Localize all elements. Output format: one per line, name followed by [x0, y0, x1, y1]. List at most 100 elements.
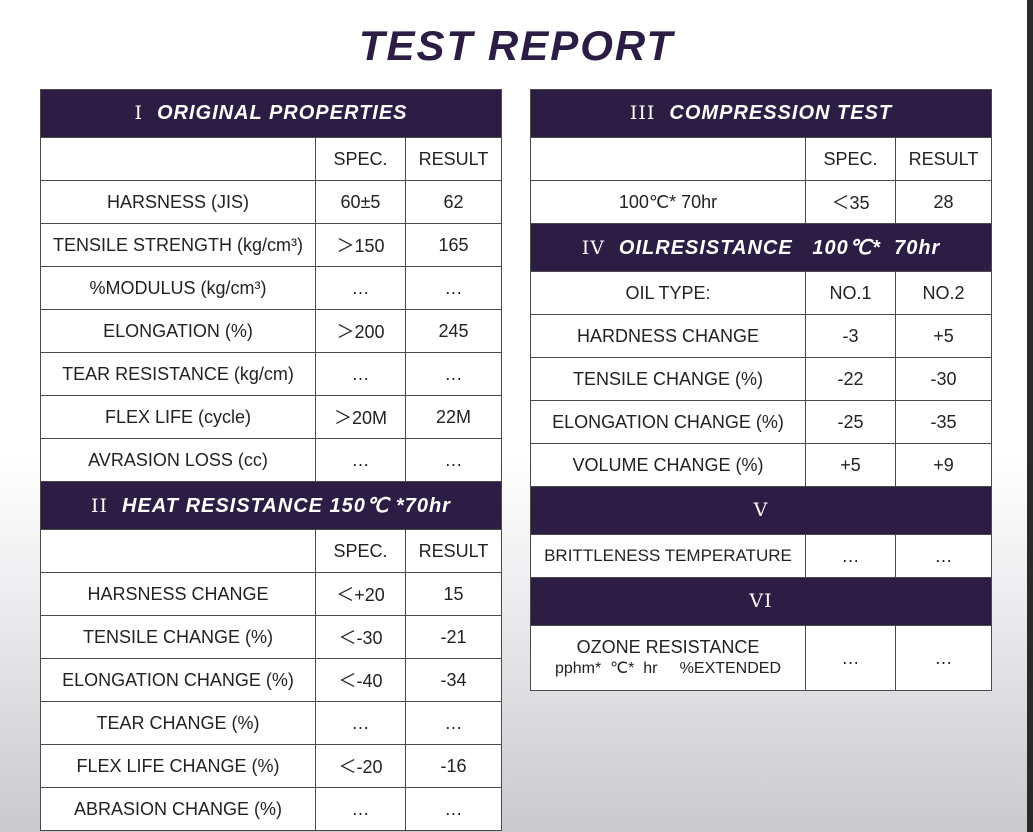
result-header: RESULT	[404, 137, 503, 181]
section-header-compression-test: III COMPRESSION TEST	[529, 89, 993, 138]
section-title: HEAT RESISTANCE 150℃ *70hr	[122, 495, 451, 517]
row-value-1: …	[315, 701, 406, 745]
ozone-row: OZONE RESISTANCE pphm* ℃* hr %EXTENDED ……	[530, 625, 993, 691]
row-value-2: …	[404, 701, 503, 745]
column-header-row: SPEC. RESULT	[40, 137, 503, 181]
row-label: VOLUME CHANGE (%)	[530, 443, 806, 487]
row-value-2: 28	[894, 180, 993, 224]
column-header-row: SPEC. RESULT	[40, 529, 503, 573]
spec-header: SPEC.	[315, 137, 406, 181]
brittleness-label: BRITTLENESS TEMPERATURE	[530, 534, 806, 578]
row-value-2: …	[404, 787, 503, 831]
row-value-1: +5	[805, 443, 896, 487]
section-numeral: I	[134, 102, 143, 124]
row-value-2: -16	[404, 744, 503, 788]
row-value-1: …	[315, 787, 406, 831]
row-label: 100℃* 70hr	[530, 180, 806, 224]
table-row: TENSILE STRENGTH (kg/cm³) ＞150 165	[40, 223, 503, 267]
row-value-1: ＞200	[315, 309, 406, 353]
row-value-1: ＜35	[805, 180, 896, 224]
section-numeral: III	[629, 102, 656, 124]
row-label: ELONGATION CHANGE (%)	[530, 400, 806, 444]
row-value-2: 22M	[404, 395, 503, 439]
section-numeral: IV	[581, 237, 605, 259]
row-value-2: +5	[894, 314, 993, 358]
row-value-2: 15	[404, 572, 503, 616]
oil-no1-header: NO.1	[805, 271, 896, 315]
section-header-oil-resistance: IV OILRESISTANCE 100℃* 70hr	[529, 223, 993, 272]
ozone-no2: …	[894, 625, 993, 691]
table-row: FLEX LIFE CHANGE (%) ＜-20 -16	[40, 744, 503, 788]
row-value-2: -35	[894, 400, 993, 444]
table-row: TENSILE CHANGE (%) -22 -30	[530, 357, 993, 401]
table-row: 100℃* 70hr ＜35 28	[530, 180, 993, 224]
brittleness-no1: …	[805, 534, 896, 578]
column-header-row: SPEC. RESULT	[530, 137, 993, 181]
row-label: %MODULUS (kg/cm³)	[40, 266, 316, 310]
row-value-2: 165	[404, 223, 503, 267]
section-header-original-properties: I ORIGINAL PROPERTIES	[39, 89, 503, 138]
row-value-1: -3	[805, 314, 896, 358]
row-label: HARSNESS (JIS)	[40, 180, 316, 224]
section-title: ORIGINAL PROPERTIES	[157, 102, 408, 124]
oil-type-label: OIL TYPE:	[530, 271, 806, 315]
row-label: ELONGATION CHANGE (%)	[40, 658, 316, 702]
row-value-1: ＜+20	[315, 572, 406, 616]
row-value-2: …	[404, 438, 503, 482]
section-header-vi: VI	[529, 577, 993, 626]
row-value-1: …	[315, 352, 406, 396]
ozone-no1: …	[805, 625, 896, 691]
oil-resistance-rows: HARDNESS CHANGE -3 +5 TENSILE CHANGE (%) -22…	[530, 314, 993, 487]
row-label: ABRASION CHANGE (%)	[40, 787, 316, 831]
row-label: TENSILE STRENGTH (kg/cm³)	[40, 223, 316, 267]
table-row: TENSILE CHANGE (%) ＜-30 -21	[40, 615, 503, 659]
table-row: HARDNESS CHANGE -3 +5	[530, 314, 993, 358]
row-label: TEAR CHANGE (%)	[40, 701, 316, 745]
row-value-1: -25	[805, 400, 896, 444]
ozone-label-line2: pphm* ℃* hr %EXTENDED	[554, 660, 782, 677]
row-label: HARDNESS CHANGE	[530, 314, 806, 358]
original-properties-rows: HARSNESS (JIS) 60±5 62 TENSILE STRENGTH (kg…	[40, 180, 503, 482]
table-row: ELONGATION CHANGE (%) ＜-40 -34	[40, 658, 503, 702]
row-value-2: 62	[404, 180, 503, 224]
section-numeral: VI	[749, 590, 773, 612]
row-value-2: …	[404, 352, 503, 396]
brittleness-no2: …	[894, 534, 993, 578]
row-label: HARSNESS CHANGE	[40, 572, 316, 616]
row-label: AVRASION LOSS (cc)	[40, 438, 316, 482]
section-header-heat-resistance: II HEAT RESISTANCE 150℃ *70hr	[39, 481, 503, 530]
row-value-1: ＜-40	[315, 658, 406, 702]
table-row: VOLUME CHANGE (%) +5 +9	[530, 443, 993, 487]
row-value-1: …	[315, 266, 406, 310]
table-row: TEAR RESISTANCE (kg/cm)……	[40, 352, 503, 396]
ozone-label: OZONE RESISTANCE pphm* ℃* hr %EXTENDED	[530, 625, 806, 691]
spec-header: SPEC.	[315, 529, 406, 573]
oil-no2-header: NO.2	[894, 271, 993, 315]
row-value-1: ＜-30	[315, 615, 406, 659]
table-row: FLEX LIFE (cycle) ＞20M 22M	[40, 395, 503, 439]
brittleness-row: BRITTLENESS TEMPERATURE … …	[530, 534, 993, 578]
table-row: HARSNESS (JIS) 60±5 62	[40, 180, 503, 224]
table-row: HARSNESS CHANGE ＜+20 15	[40, 572, 503, 616]
row-value-2: -34	[404, 658, 503, 702]
result-header: RESULT	[404, 529, 503, 573]
oil-type-row: OIL TYPE: NO.1 NO.2	[530, 271, 993, 315]
section-header-v: V	[529, 486, 993, 535]
row-label: TENSILE CHANGE (%)	[530, 357, 806, 401]
table-row: %MODULUS (kg/cm³)……	[40, 266, 503, 310]
row-value-2: -30	[894, 357, 993, 401]
row-value-1: …	[315, 438, 406, 482]
section-numeral: V	[753, 499, 769, 521]
row-value-2: 245	[404, 309, 503, 353]
row-value-2: …	[404, 266, 503, 310]
row-value-1: 60±5	[315, 180, 406, 224]
row-value-2: +9	[894, 443, 993, 487]
section-numeral: II	[91, 495, 109, 517]
left-table: I ORIGINAL PROPERTIES SPEC. RESULT HARSNE…	[39, 89, 503, 831]
row-value-1: ＜-20	[315, 744, 406, 788]
row-label: FLEX LIFE (cycle)	[40, 395, 316, 439]
table-row: TEAR CHANGE (%)……	[40, 701, 503, 745]
page-title: TEST REPORT	[358, 22, 675, 69]
row-label: TEAR RESISTANCE (kg/cm)	[40, 352, 316, 396]
row-label: TENSILE CHANGE (%)	[40, 615, 316, 659]
